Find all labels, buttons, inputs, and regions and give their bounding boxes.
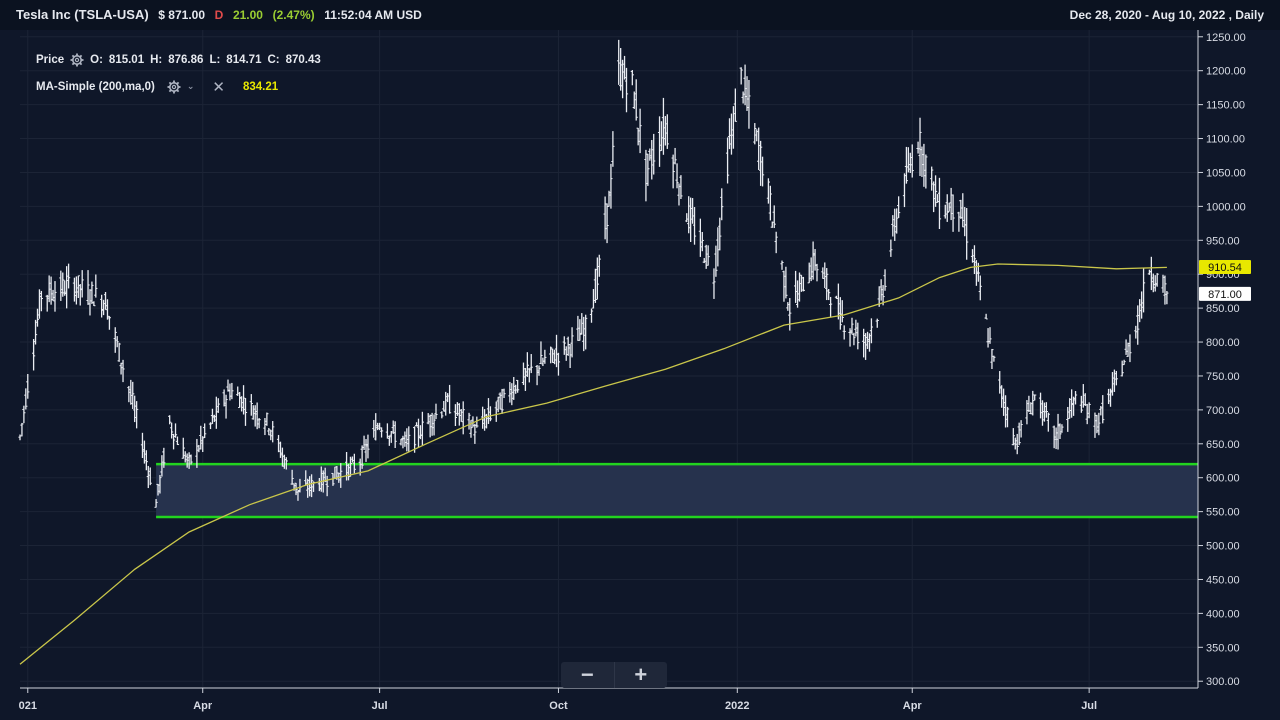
close-icon[interactable]: ✕	[212, 78, 225, 96]
y-tick-label: 750.00	[1206, 371, 1240, 383]
x-tick-label: 2022	[725, 700, 749, 712]
last-price: $ 871.00	[158, 8, 206, 22]
zoom-in-button[interactable]: +	[613, 662, 668, 688]
y-tick-label: 700.00	[1206, 405, 1240, 417]
close-value: 870.43	[285, 53, 321, 66]
price-legend-row: Price O: 815.01 H: 876.86 L: 814.71 C: 8…	[36, 46, 327, 73]
y-tick-label: 1200.00	[1206, 66, 1246, 78]
price-settings-gear-icon[interactable]	[70, 53, 84, 67]
ohlc-bars	[18, 39, 1169, 508]
y-tick-label: 300.00	[1206, 676, 1240, 688]
date-range[interactable]: Dec 28, 2020 - Aug 10, 2022 , Daily	[1069, 8, 1264, 22]
y-tick-label: 850.00	[1206, 303, 1240, 315]
y-tick-label: 1100.00	[1206, 134, 1245, 146]
y-tick-label: 1000.00	[1206, 201, 1246, 213]
y-tick-label: 650.00	[1206, 439, 1240, 451]
y-tick-label: 950.00	[1206, 235, 1240, 247]
open-value: 815.01	[108, 53, 145, 66]
low-value: 814.71	[226, 53, 262, 66]
ma-value: 834.21	[243, 80, 279, 93]
y-tick-label: 1250.00	[1206, 32, 1246, 44]
y-tick-label: 500.00	[1206, 541, 1240, 553]
chart-header: Tesla Inc (TSLA-USA) $ 871.00 D 21.00 (2…	[0, 0, 1280, 30]
chart-legend: Price O: 815.01 H: 876.86 L: 814.71 C: 8…	[36, 46, 327, 100]
chevron-down-icon[interactable]: ⌄	[186, 81, 195, 91]
y-tick-label: 550.00	[1206, 507, 1240, 519]
low-label: L:	[209, 53, 221, 66]
high-label: H:	[150, 53, 163, 66]
quote-time: 11:52:04 AM USD	[324, 8, 422, 22]
symbol-title[interactable]: Tesla Inc (TSLA-USA)	[16, 7, 149, 22]
y-tick-label: 800.00	[1206, 337, 1240, 349]
y-tick-label: 400.00	[1206, 608, 1240, 620]
zoom-out-button[interactable]: −	[580, 662, 594, 687]
ma-label: MA-Simple (200,ma,0)	[36, 80, 155, 93]
x-tick-label: Apr	[193, 700, 213, 712]
chart-grid	[20, 30, 1198, 688]
moving-average-line	[19, 263, 1167, 665]
x-tick-label: Jul	[372, 700, 388, 712]
y-tick-label: 1050.00	[1206, 167, 1246, 179]
high-value: 876.86	[168, 53, 204, 66]
y-tick-label: 450.00	[1206, 574, 1240, 586]
price-change-percent: (2.47%)	[272, 8, 315, 22]
ma200-line	[19, 263, 1167, 665]
delay-flag: D	[214, 8, 224, 22]
price-change: 21.00	[232, 8, 263, 22]
zoom-controls: − +	[561, 662, 667, 688]
ma-settings-gear-icon[interactable]	[167, 80, 181, 94]
close-label: C:	[267, 53, 280, 66]
x-tick-label: Oct	[549, 700, 568, 712]
open-label: O:	[90, 53, 103, 66]
ma-legend-row: MA-Simple (200,ma,0) ⌄ ✕ 834.21	[36, 73, 327, 100]
support-zone	[156, 462, 1198, 519]
last-price-badge-bg	[1199, 286, 1251, 301]
support-zone-fill	[156, 464, 1198, 518]
y-tick-label: 600.00	[1206, 473, 1240, 485]
x-tick-label: 021	[19, 700, 37, 712]
x-tick-label: Jul	[1081, 700, 1097, 712]
ma-price-badge: 910.54	[1208, 262, 1242, 274]
price-label: Price	[36, 53, 65, 66]
last-price-badge: 871.00	[1208, 289, 1242, 301]
y-tick-label: 1150.00	[1206, 100, 1245, 112]
x-tick-label: Apr	[903, 700, 923, 712]
chart-axes: 300.00 350.00 400.00 450.00 500.00 550.00 600.…	[19, 30, 1251, 712]
y-tick-label: 350.00	[1206, 642, 1240, 654]
ma-price-badge-bg	[1199, 260, 1251, 275]
